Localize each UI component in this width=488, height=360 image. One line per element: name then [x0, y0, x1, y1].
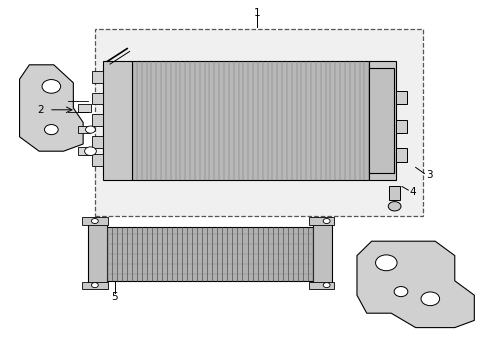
- Bar: [78, 126, 90, 133]
- Bar: [308, 217, 334, 225]
- Circle shape: [85, 126, 95, 133]
- Circle shape: [420, 292, 439, 306]
- Text: 3: 3: [425, 170, 432, 180]
- Bar: [312, 220, 331, 287]
- Circle shape: [323, 219, 329, 224]
- Bar: [395, 91, 406, 104]
- Bar: [92, 136, 102, 148]
- Bar: [102, 61, 132, 180]
- Bar: [368, 61, 395, 180]
- Bar: [388, 186, 400, 200]
- Bar: [308, 282, 334, 289]
- Text: 2: 2: [37, 105, 43, 115]
- Bar: [78, 104, 91, 112]
- Text: 5: 5: [111, 292, 118, 302]
- Circle shape: [44, 125, 58, 135]
- Bar: [92, 93, 102, 104]
- Circle shape: [393, 287, 407, 297]
- Bar: [78, 147, 92, 155]
- Circle shape: [91, 283, 98, 288]
- Bar: [95, 29, 422, 216]
- Polygon shape: [356, 241, 473, 328]
- Text: 4: 4: [409, 186, 416, 197]
- Circle shape: [42, 80, 61, 93]
- Polygon shape: [20, 65, 83, 151]
- Circle shape: [387, 202, 400, 211]
- Circle shape: [91, 219, 98, 224]
- Circle shape: [84, 147, 96, 156]
- Bar: [92, 154, 102, 166]
- Bar: [132, 61, 368, 180]
- Bar: [395, 120, 406, 133]
- Circle shape: [375, 255, 396, 271]
- Bar: [88, 220, 106, 287]
- Circle shape: [323, 283, 329, 288]
- Bar: [82, 217, 107, 225]
- Bar: [82, 282, 107, 289]
- Bar: [368, 68, 393, 173]
- Bar: [92, 71, 102, 83]
- Bar: [395, 148, 406, 162]
- Bar: [92, 114, 102, 126]
- Text: 1: 1: [253, 8, 260, 18]
- Bar: [106, 227, 312, 281]
